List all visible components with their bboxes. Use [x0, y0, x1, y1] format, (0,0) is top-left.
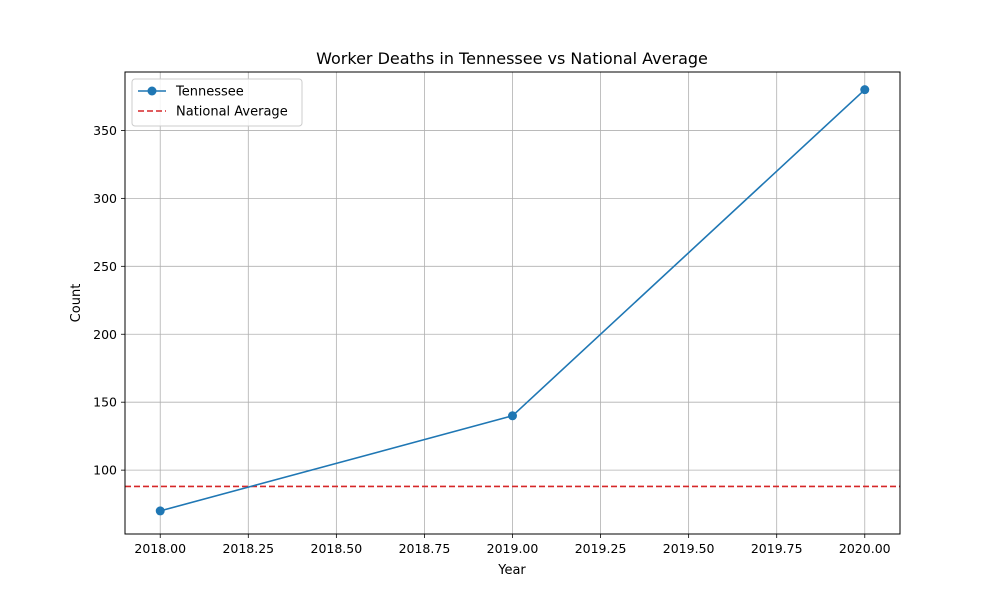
y-tick-label: 350	[93, 123, 117, 138]
x-axis-ticks: 2018.00 2018.25 2018.50 2018.75 2019.00 2019.…	[134, 534, 891, 556]
tennessee-data-point	[508, 411, 517, 421]
y-tick-label: 200	[93, 327, 117, 342]
legend-national-average-label: National Average	[176, 105, 288, 120]
x-tick-label: 2019.25	[575, 541, 627, 556]
y-axis-ticks: 100 150 200 250 300 350	[93, 123, 125, 478]
y-tick-label: 100	[93, 463, 117, 478]
x-tick-label: 2019.00	[487, 541, 539, 556]
x-tick-label: 2020.00	[839, 541, 891, 556]
y-tick-label: 300	[93, 191, 117, 206]
y-axis-label: Count	[69, 284, 84, 323]
legend-tennessee-label: Tennessee	[175, 85, 244, 100]
x-tick-label: 2018.75	[399, 541, 451, 556]
chart-title: Worker Deaths in Tennessee vs National A…	[316, 49, 708, 68]
x-tick-label: 2018.50	[311, 541, 363, 556]
legend: Tennessee National Average	[131, 78, 303, 127]
y-tick-label: 150	[93, 395, 117, 410]
x-tick-label: 2019.50	[663, 541, 715, 556]
grid-lines	[125, 72, 900, 534]
series-lines	[155, 85, 870, 516]
x-tick-label: 2019.75	[751, 541, 803, 556]
legend-box	[131, 78, 303, 127]
x-tick-label: 2018.25	[222, 541, 274, 556]
x-axis-label: Year	[497, 563, 526, 578]
y-tick-label: 250	[93, 259, 117, 274]
tennessee-data-point	[860, 85, 870, 95]
x-tick-label: 2018.00	[134, 541, 186, 556]
legend-tennessee-marker	[147, 86, 157, 96]
tennessee-data-point	[155, 506, 165, 516]
